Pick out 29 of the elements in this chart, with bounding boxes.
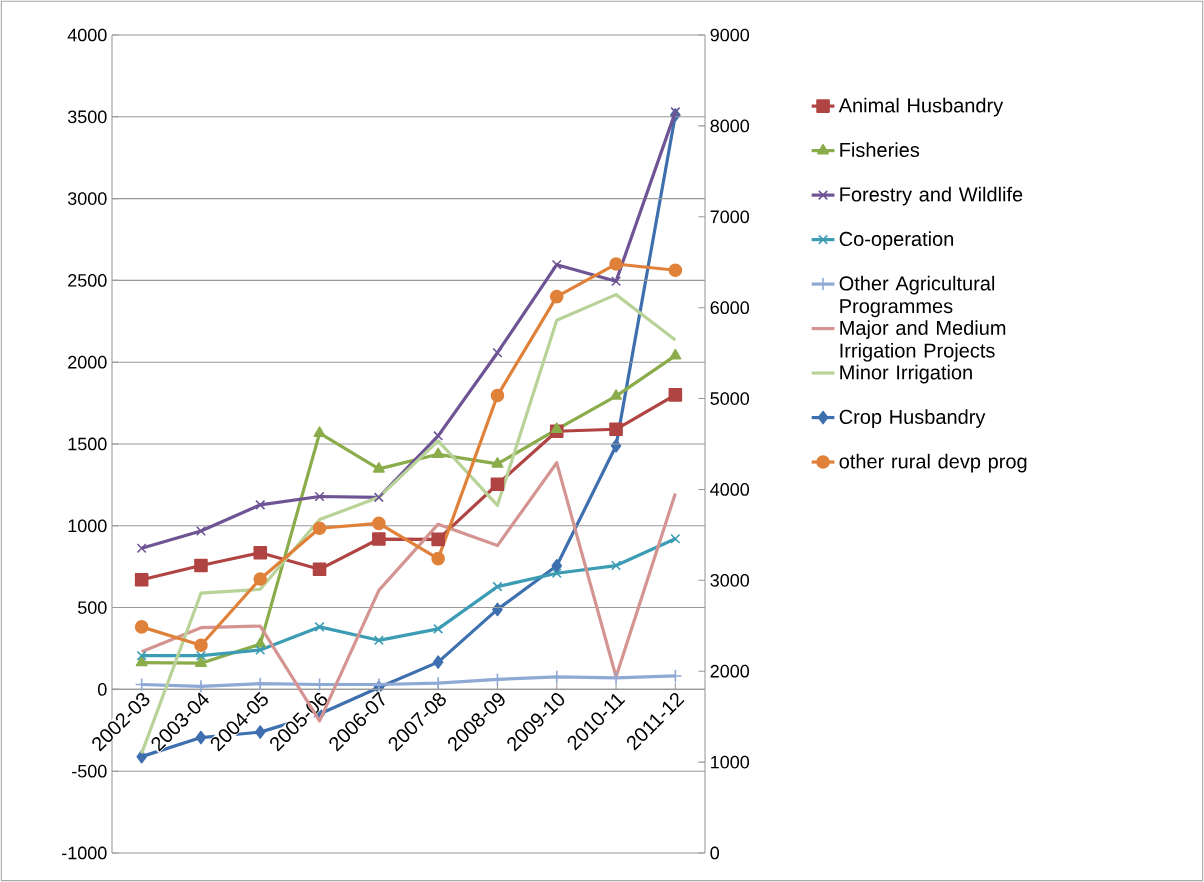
y-tick-label: 1000	[68, 519, 107, 533]
legend-label: Co-operation	[839, 231, 954, 250]
y2-tick-label: 2000	[710, 664, 750, 678]
legend-label: Other Agricultural Programmes	[839, 275, 995, 318]
legend-label: Forestry and Wildlife	[840, 186, 1023, 206]
legend-label: Crop Husbandry	[839, 409, 986, 428]
y-tick-label: -1000	[62, 846, 107, 860]
y-tick-label: 3500	[67, 110, 107, 124]
y2-tick-label: 8000	[710, 119, 750, 133]
legend-label: other rural devp prog	[839, 453, 1027, 473]
legend-label: Minor Irrigation	[840, 364, 972, 384]
y2-tick-label: 1000	[711, 755, 750, 769]
y-tick-label: 4000	[67, 28, 107, 42]
y2-tick-label: 6000	[710, 301, 750, 315]
y-tick-label: 1500	[68, 437, 107, 451]
y2-tick-label: 0	[710, 846, 720, 860]
y-tick-label: 2500	[68, 274, 107, 287]
y2-tick-label: 9000	[710, 28, 750, 42]
legend-label: Animal Husbandry	[838, 97, 1004, 117]
y-tick-label: 3000	[67, 192, 107, 205]
y2-tick-label: 5000	[710, 392, 750, 405]
y-tick-label: 2000	[68, 355, 107, 369]
y2-tick-label: 4000	[710, 483, 750, 496]
legend-label: Fisheries	[840, 142, 920, 158]
y2-tick-label: 7000	[710, 210, 750, 224]
y2-tick-label: 3000	[710, 573, 750, 587]
y-tick-label: -500	[72, 764, 107, 778]
y-tick-label: 500	[77, 601, 107, 614]
legend-label: Major and Medium Irrigation Projects	[840, 320, 1006, 362]
